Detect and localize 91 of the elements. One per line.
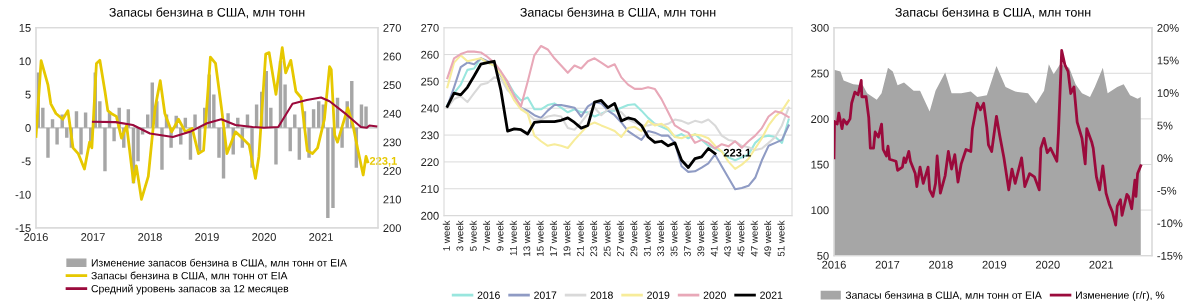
legend-label: 2018 [590, 291, 613, 299]
x-tick-label: 2017 [875, 260, 900, 269]
x-tick-label: 2021 [1089, 260, 1114, 269]
y-tick-label: 250 [421, 77, 439, 86]
x-tick-label: 2019 [195, 233, 219, 241]
x-tick-label: 7 week [482, 220, 491, 251]
x-tick-label: 13 week [523, 220, 531, 256]
chart-title: Запасы бензина в США, млн тонн [895, 7, 1091, 19]
x-tick-label: 29 week [630, 220, 638, 257]
y-tick-label: 250 [811, 69, 829, 78]
y2-tick-label: 5% [1157, 121, 1173, 130]
x-tick-label: 1 week [442, 220, 450, 251]
x-tick-label: 35 week [670, 220, 678, 257]
y2-tick-label: 210 [383, 195, 401, 204]
chart-title: Запасы бензина в США, млн тонн [109, 7, 305, 19]
y2-tick-label: 15% [1157, 56, 1179, 65]
x-tick-label: 33 week [656, 220, 665, 257]
x-tick-label: 2016 [24, 233, 48, 241]
y-tick-label: 200 [421, 211, 439, 220]
y-tick-label: -15 [15, 224, 31, 233]
y-tick-label: 220 [421, 158, 439, 167]
x-tick-label: 2019 [982, 260, 1007, 269]
y-tick-label: 150 [811, 160, 829, 169]
y-tick-label: 100 [811, 206, 829, 215]
y-tick-label: 200 [811, 115, 829, 124]
x-tick-label: 19 week [563, 220, 571, 256]
chart-title: Запасы бензина в США, млн тонн [520, 7, 716, 19]
x-tick-label: 5 week [469, 220, 477, 251]
x-tick-label: 39 week [697, 220, 705, 257]
y2-tick-label: 260 [383, 52, 401, 61]
annotation: 223,1 [369, 156, 397, 167]
x-tick-label: 15 week [536, 220, 544, 256]
legend-label: 2019 [647, 291, 670, 299]
x-tick-label: 41 week [710, 220, 718, 257]
legend-label: 2016 [477, 291, 500, 299]
x-tick-label: 49 week [764, 220, 772, 257]
x-tick-label: 11 week [509, 220, 517, 256]
y-tick-label: 210 [421, 185, 439, 193]
y2-tick-label: -5% [1157, 186, 1177, 195]
legend-label: Запасы бензина в США, млн тонн от EIA [845, 291, 1042, 301]
x-tick-label: 2018 [929, 260, 953, 269]
y-tick-label: 50 [817, 251, 829, 260]
x-tick-label: 25 week [603, 220, 611, 257]
legend-label: 2017 [534, 291, 557, 299]
y2-tick-label: 230 [383, 138, 401, 147]
x-tick-label: 2020 [252, 233, 276, 241]
x-tick-label: 21 week [576, 220, 584, 257]
y-tick-label: -5 [21, 157, 31, 166]
x-tick-label: 51 week [777, 220, 785, 257]
y2-tick-label: 240 [383, 109, 401, 118]
y-tick-label: 15 [19, 24, 31, 32]
legend-label: Изменение запасов бензина в США, млн тонн от EIA [91, 258, 347, 268]
legend-label: Средний уровень запасов за 12 месяцев [91, 284, 289, 295]
x-tick-label: 2018 [138, 233, 162, 241]
y2-tick-label: -10% [1157, 219, 1183, 228]
y2-tick-label: 270 [383, 23, 401, 32]
x-tick-label: 45 week [737, 220, 745, 257]
x-tick-label: 23 week [590, 220, 598, 257]
y2-tick-label: -15% [1157, 251, 1183, 260]
annotation: 223,1 [723, 148, 751, 159]
y-tick-label: -10 [15, 190, 31, 199]
y2-tick-label: 20% [1157, 23, 1179, 32]
x-tick-label: 43 week [723, 220, 732, 257]
y2-tick-label: 220 [383, 166, 401, 175]
y2-tick-label: 0% [1157, 154, 1173, 163]
legend-label: 2021 [760, 291, 783, 299]
legend-label: Запасы бензина в США, млн тонн от EIA [91, 271, 288, 281]
x-tick-label: 2016 [822, 260, 846, 269]
x-tick-label: 9 week [496, 220, 504, 251]
y-tick-label: 260 [421, 50, 439, 59]
legend-label: Изменение (г/г), % [1076, 291, 1165, 301]
x-tick-label: 37 week [683, 220, 691, 257]
x-tick-label: 2020 [1035, 260, 1060, 269]
y-tick-label: 300 [811, 23, 829, 32]
y-tick-label: 10 [19, 57, 31, 66]
y-tick-label: 5 [25, 90, 31, 99]
y2-tick-label: 250 [383, 81, 401, 90]
y2-tick-label: 10% [1157, 89, 1179, 97]
legend-label: 2020 [703, 291, 726, 299]
x-tick-label: 17 week [549, 220, 558, 256]
y2-tick-label: 200 [383, 224, 401, 233]
y-tick-label: 230 [421, 131, 439, 140]
x-tick-label: 3 week [456, 220, 464, 251]
x-tick-label: 47 week [750, 220, 758, 257]
y-tick-label: 240 [421, 104, 439, 113]
y-tick-label: 0 [25, 124, 31, 132]
x-tick-label: 27 week [616, 220, 624, 257]
x-tick-label: 2017 [81, 233, 105, 241]
x-tick-label: 31 week [643, 220, 651, 257]
x-tick-label: 2021 [309, 233, 333, 241]
y-tick-label: 270 [421, 23, 439, 32]
